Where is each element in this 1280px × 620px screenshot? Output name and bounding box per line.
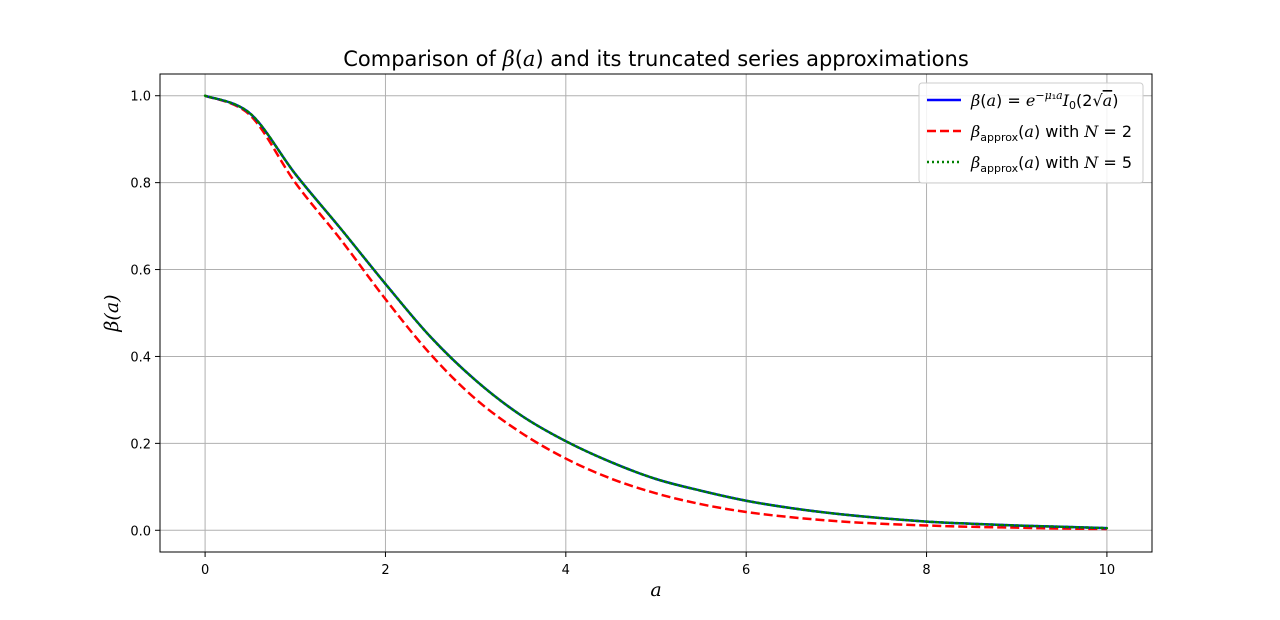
y-tick-label: 0.2 (130, 437, 151, 452)
x-axis-label: a (650, 579, 661, 601)
series-line-n2 (204, 94, 1107, 531)
y-tick-label: 1.0 (130, 90, 151, 105)
y-tick-label: 0.6 (130, 264, 151, 279)
title-beta-symbol: β (502, 47, 515, 71)
x-tick-label: 0 (201, 563, 209, 578)
y-axis-label: β(a) (101, 294, 123, 332)
axis-ticks: 0 2 4 6 8 10 0.0 0.2 0.4 0.6 0.8 1.0 (130, 90, 1115, 578)
plot-frame (159, 73, 1153, 553)
x-tick-label: 4 (562, 563, 570, 578)
legend-label-exact: β(a) = e−μ₁aI0(2√a) (970, 89, 1118, 112)
x-tick-label: 10 (1099, 563, 1116, 578)
y-tick-label: 0.0 (130, 524, 151, 539)
chart-title: Comparison of β(a) and its truncated ser… (343, 47, 969, 71)
x-tick-label: 6 (742, 563, 750, 578)
legend-label-n5: βapprox(a) with N = 5 (970, 153, 1132, 175)
y-tick-label: 0.4 (130, 350, 151, 365)
title-variable-a: a (523, 47, 536, 71)
series-lines (203, 94, 1109, 531)
y-tick-label: 0.8 (130, 177, 151, 192)
legend-label-n2: βapprox(a) with N = 2 (970, 122, 1132, 144)
x-tick-label: 8 (922, 563, 930, 578)
title-text-suffix: ) and its truncated series approximation… (535, 47, 968, 71)
title-paren-open: ( (515, 47, 523, 71)
legend-box (918, 82, 1144, 184)
series-line-n5 (203, 94, 1109, 530)
legend: β(a) = e−μ₁aI0(2√a) βapprox(a) with N = … (918, 82, 1144, 184)
x-tick-label: 2 (381, 563, 389, 578)
title-text-prefix: Comparison of (343, 47, 502, 71)
